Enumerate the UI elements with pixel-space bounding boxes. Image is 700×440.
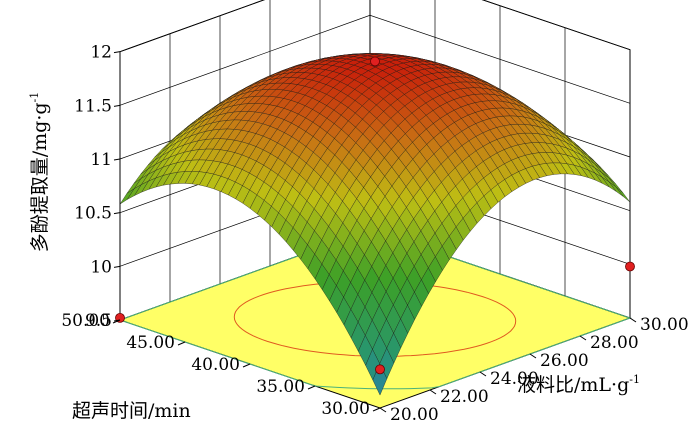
surface-cell <box>608 181 624 197</box>
z-tick-label: 11.5 <box>74 96 112 116</box>
design-point-0 <box>370 56 380 67</box>
x-tick-label: 20.00 <box>390 405 439 425</box>
z-gridline-5 <box>119 0 631 53</box>
y-tick-label: 35.00 <box>256 377 305 397</box>
design-points <box>115 56 635 375</box>
y-tick-label: 30.00 <box>321 399 370 419</box>
z-axis-title: 多酚提取量/mg·g-1 <box>28 92 51 253</box>
x-tick-label: 30.00 <box>640 315 689 335</box>
surface-cell <box>615 186 631 203</box>
z-tick-label: 11 <box>90 150 112 170</box>
x-axis-title: 液料比/mL·g-1 <box>517 373 640 396</box>
y-axis-title: 超声时间/min <box>72 400 191 422</box>
y-tick-label: 45.00 <box>126 333 175 353</box>
x-tick-label: 24.00 <box>490 369 539 389</box>
x-tick-label: 26.00 <box>540 351 589 371</box>
response-surface <box>119 53 631 396</box>
x-tick-label: 22.00 <box>440 387 489 407</box>
design-point-2 <box>625 261 635 272</box>
y-tick-label: 50.00 <box>61 311 110 331</box>
z-tick-label: 10.5 <box>74 204 112 224</box>
y-tick-label: 40.00 <box>191 355 240 375</box>
tick-labels: 9.5 10 10.5 11 11.5 12 30.00 35.00 40.00 45.00 50.… <box>61 43 688 425</box>
z-tick-label: 12 <box>90 43 112 63</box>
z-tick-label: 10 <box>90 257 112 277</box>
x-tick-label: 28.00 <box>590 333 639 353</box>
design-point-1 <box>375 364 385 375</box>
z-tick-label: 9.5 <box>85 311 112 331</box>
